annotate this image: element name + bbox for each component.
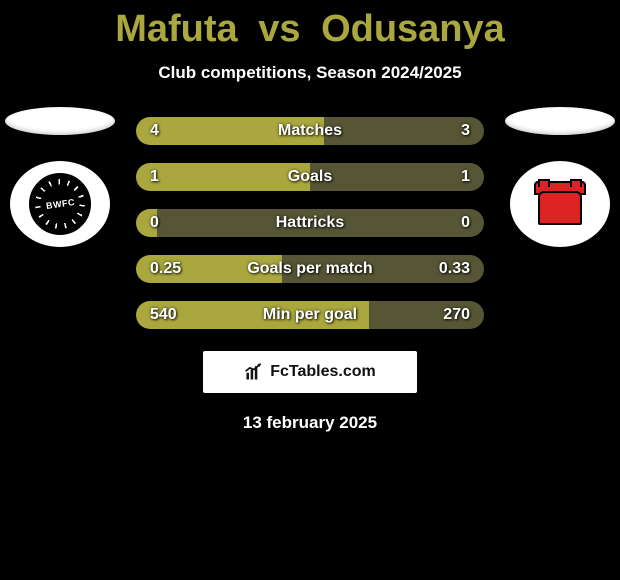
right-ellipse-icon (505, 107, 615, 135)
brand-text: FcTables.com (270, 363, 376, 381)
page-title: Mafuta vs Odusanya (0, 0, 620, 51)
title-player2: Odusanya (321, 8, 505, 50)
stat-label: Hattricks (276, 214, 344, 232)
stat-right-value: 0.33 (439, 260, 470, 278)
stat-right-value: 270 (443, 306, 470, 324)
left-team-crest: BWFC (10, 161, 110, 247)
stat-right-value: 3 (461, 122, 470, 140)
stat-right-value: 0 (461, 214, 470, 232)
left-ellipse-icon (5, 107, 115, 135)
stat-left-value: 4 (150, 122, 159, 140)
chart-icon (244, 362, 264, 382)
crest-boreham-wood-icon: BWFC (23, 167, 97, 241)
brand-badge: FcTables.com (203, 351, 417, 393)
crest-tower-icon (528, 177, 592, 231)
subtitle: Club competitions, Season 2024/2025 (0, 63, 620, 83)
stat-row: 540 Min per goal 270 (136, 301, 484, 329)
title-player1: Mafuta (115, 8, 237, 50)
stat-bar-right-segment (324, 117, 484, 145)
right-team-crest (510, 161, 610, 247)
stat-row: 4 Matches 3 (136, 117, 484, 145)
right-team-column (500, 107, 620, 247)
comparison-panel: BWFC 4 Matches 3 1 Goals 1 0 Hattricks 0 0.25 Goal… (0, 117, 620, 433)
stat-label: Matches (278, 122, 342, 140)
stat-label: Goals (288, 168, 332, 186)
stat-right-value: 1 (461, 168, 470, 186)
stat-left-value: 1 (150, 168, 159, 186)
title-vs: vs (258, 8, 300, 50)
stat-row: 0.25 Goals per match 0.33 (136, 255, 484, 283)
stat-left-value: 540 (150, 306, 177, 324)
stat-row: 1 Goals 1 (136, 163, 484, 191)
stat-left-value: 0.25 (150, 260, 181, 278)
stat-bar-left-segment (136, 163, 310, 191)
stat-rows: 4 Matches 3 1 Goals 1 0 Hattricks 0 0.25 Goals per… (136, 117, 484, 329)
stat-label: Min per goal (263, 306, 357, 324)
date-text: 13 february 2025 (0, 413, 620, 433)
stat-row: 0 Hattricks 0 (136, 209, 484, 237)
stat-bar-right-segment (310, 163, 484, 191)
stat-label: Goals per match (247, 260, 372, 278)
stat-left-value: 0 (150, 214, 159, 232)
left-team-column: BWFC (0, 107, 120, 247)
